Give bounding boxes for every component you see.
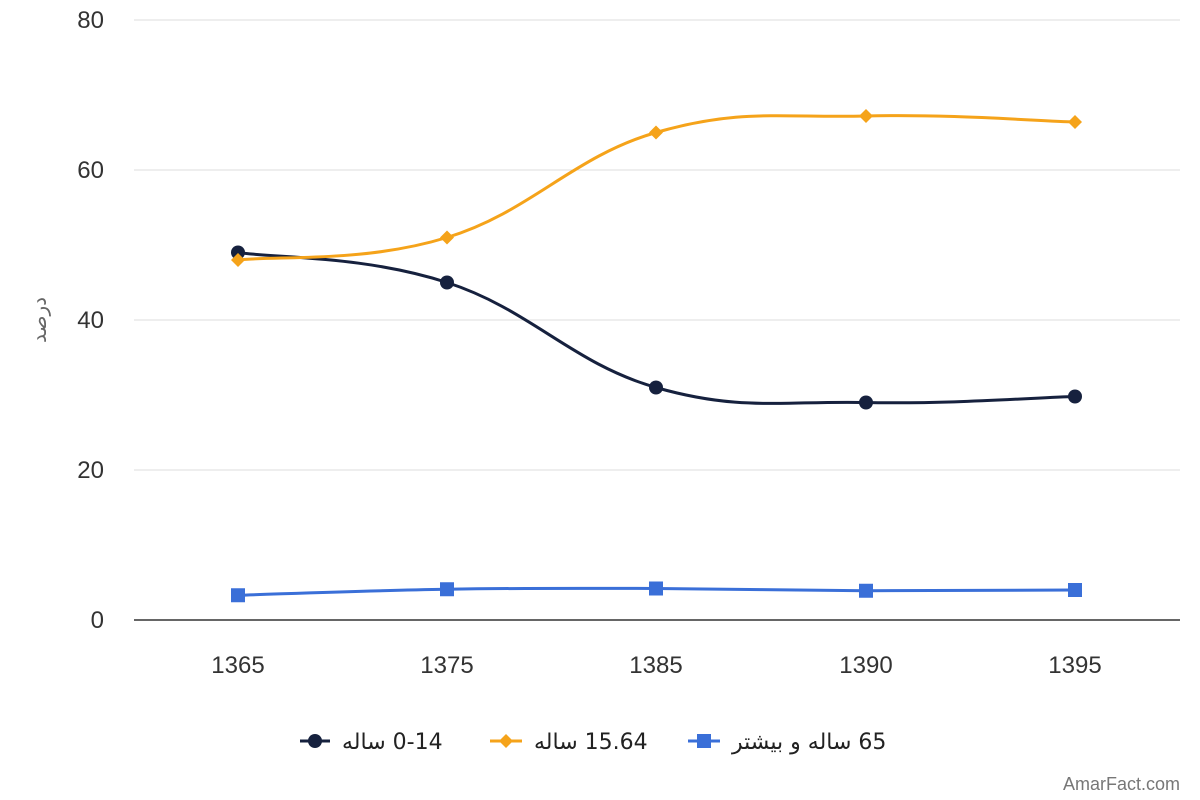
data-point	[440, 230, 454, 245]
data-point	[440, 582, 454, 597]
series-2	[231, 581, 1082, 603]
data-point	[440, 275, 454, 290]
gridlines	[134, 19, 1180, 621]
watermark: AmarFact.com	[1063, 774, 1180, 794]
legend-label: 15.64 ساله	[534, 730, 648, 755]
data-point	[649, 125, 663, 140]
y-tick-label: 40	[77, 307, 104, 334]
legend-label: 0-14 ساله	[342, 730, 443, 755]
legend-marker	[697, 734, 711, 748]
data-point	[859, 395, 873, 410]
y-tick-labels: 0 20 40 60 80	[77, 7, 104, 634]
legend-label: 65 ساله و بیشتر	[731, 730, 886, 755]
x-tick-label: 1385	[629, 652, 682, 679]
x-tick-label: 1375	[420, 652, 473, 679]
series-group	[231, 109, 1082, 603]
data-point	[231, 588, 245, 603]
data-point	[649, 380, 663, 395]
legend-item[interactable]: 0-14 ساله	[300, 730, 443, 755]
data-point	[649, 581, 663, 596]
series-0	[231, 245, 1082, 410]
x-tick-label: 1365	[211, 652, 264, 679]
data-point	[1068, 389, 1082, 404]
x-tick-label: 1390	[839, 652, 892, 679]
data-point	[1068, 115, 1082, 129]
series-1	[231, 109, 1082, 267]
x-tick-labels: 1365 1375 1385 1390 1395	[211, 652, 1101, 679]
y-tick-label: 20	[77, 457, 104, 484]
x-tick-label: 1395	[1048, 652, 1101, 679]
y-axis-label: درصد	[27, 297, 51, 343]
legend-marker	[499, 734, 513, 748]
legend-item[interactable]: 65 ساله و بیشتر	[688, 730, 886, 755]
data-point	[231, 253, 245, 267]
legend[interactable]: 0-14 ساله 15.64 ساله 65 ساله و بیشتر	[300, 730, 886, 755]
y-tick-label: 0	[91, 607, 104, 634]
data-point	[231, 245, 245, 260]
data-point	[859, 583, 873, 598]
data-point	[859, 109, 873, 123]
y-tick-label: 60	[77, 157, 104, 184]
legend-item[interactable]: 15.64 ساله	[490, 730, 648, 755]
y-tick-label: 80	[77, 7, 104, 34]
data-point	[1068, 583, 1082, 597]
legend-marker	[308, 734, 322, 748]
